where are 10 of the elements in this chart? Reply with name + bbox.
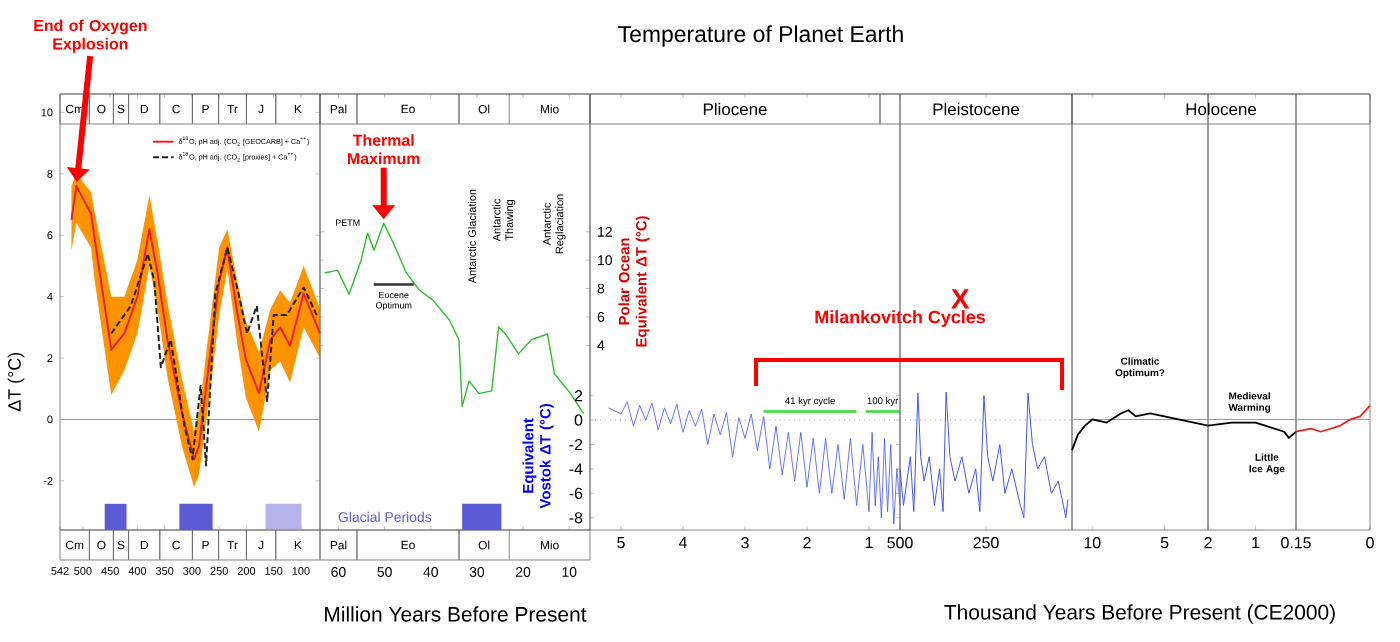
- y-axis-title: ΔT (°C): [7, 352, 25, 412]
- x-axis-title: Million Years Before Present: [325, 606, 587, 622]
- annotation: X: [951, 289, 970, 309]
- annotation: Pleistocene: [933, 102, 1020, 116]
- annotation: Milankovitch Cycles: [815, 310, 985, 327]
- annotation: Holocene: [1186, 102, 1257, 116]
- x-axis-title: Thousand Years Before Present (CE2000): [944, 604, 1335, 624]
- line-series: [110, 246, 318, 467]
- annotation: Pliocene: [703, 102, 767, 116]
- chart-title: Temperature of Planet Earth: [618, 25, 903, 47]
